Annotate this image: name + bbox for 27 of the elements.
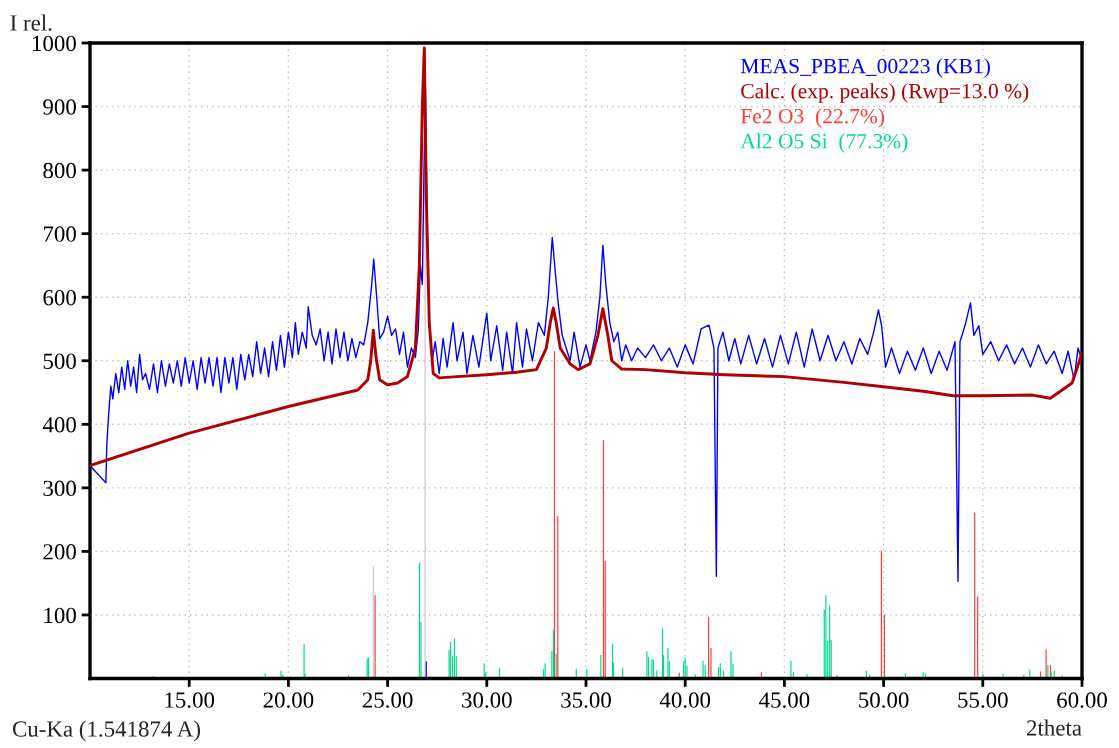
x-axis-title: 2theta [1027,719,1082,736]
y-tick-label: 300 [43,480,76,497]
x-tick-label: 55.00 [958,692,1008,708]
text: Al2 O5 Si (77.3%) [740,133,908,153]
y-tick-label: 100 [44,607,76,624]
x-tick-label: 60.00 [1057,692,1107,708]
x-tick-label: 20.00 [263,692,314,708]
y-tick-label: 900 [43,99,76,115]
y-tick-label: 600 [43,289,76,306]
x-tick-label: 35.00 [561,692,611,708]
x-tick-label: 50.00 [859,692,909,708]
x-tick-label: 40.00 [659,692,711,708]
x-tick-label: 15.00 [165,692,215,708]
y-tick-label: 200 [43,544,76,560]
x-tick-label: 25.00 [362,692,413,708]
text: MEAS_PBEA_00223 (KB1) [740,58,990,78]
text: Fe2 O3 (22.7%) [740,108,885,128]
y-tick-label: 500 [43,353,76,369]
y-tick-label: 1000 [32,35,76,52]
y-tick-label: 800 [43,162,76,179]
text: Calc. (exp. peaks) (Rwp=13.0 %) [741,83,1029,103]
x-tick-label: 30.00 [462,692,512,708]
y-tick-label: 700 [43,226,76,242]
text: Cu-Ka (1.541874 A) [12,720,201,742]
y-axis-title: I rel. [10,14,52,31]
x-tick-label: 45.00 [759,692,810,708]
y-tick-label: 400 [42,417,76,433]
